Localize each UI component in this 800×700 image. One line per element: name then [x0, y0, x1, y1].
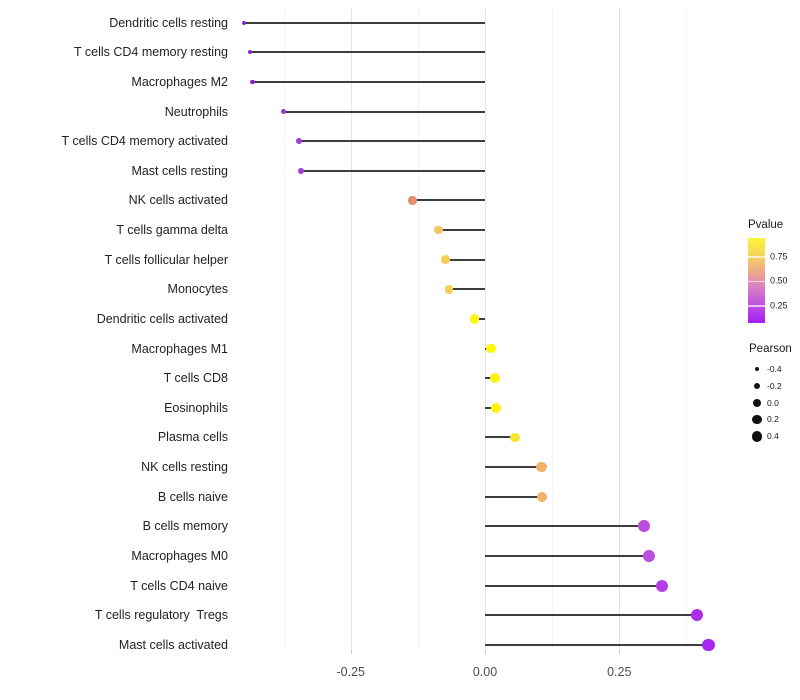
- data-point: [298, 167, 305, 174]
- y-axis-label: Dendritic cells activated: [96, 311, 228, 326]
- colorbar-tick: [748, 280, 765, 283]
- data-point: [491, 403, 502, 413]
- lollipop-stem: [299, 140, 485, 143]
- major-gridline: [350, 8, 352, 650]
- pearson-legend-dot: [752, 398, 762, 407]
- pvalue-tick-label: 0.75: [770, 251, 788, 262]
- minor-gridline: [283, 8, 285, 650]
- y-axis-label: B cells memory: [142, 519, 228, 534]
- pearson-legend-dot: [752, 414, 762, 425]
- pearson-legend-label: 0.2: [767, 414, 779, 425]
- y-axis-label: Mast cells resting: [131, 163, 228, 178]
- data-point: [408, 196, 417, 205]
- y-axis-label: Dendritic cells resting: [109, 15, 228, 30]
- y-axis-label: Monocytes: [167, 282, 228, 297]
- lollipop-stem: [485, 406, 497, 409]
- pvalue-legend-title: Pvalue: [748, 219, 784, 231]
- pvalue-colorbar: [748, 238, 765, 323]
- data-point: [250, 79, 255, 85]
- lollipop-stem: [485, 614, 698, 617]
- pearson-legend-dot: [753, 382, 761, 390]
- y-axis-label: T cells follicular helper: [104, 252, 228, 267]
- pvalue-tick-label: 0.50: [770, 275, 788, 286]
- lollipop-stem: [449, 288, 485, 291]
- lollipop-stem: [438, 229, 485, 232]
- y-axis-label: Macrophages M2: [131, 74, 228, 89]
- data-point: [510, 432, 521, 443]
- pearson-legend-label: 0.0: [767, 397, 779, 408]
- lollipop-stem: [485, 495, 542, 498]
- minor-gridline: [552, 8, 554, 650]
- y-axis-label: T cells CD4 naive: [130, 578, 228, 593]
- lollipop-stem: [485, 377, 496, 380]
- lollipop-stem: [252, 80, 485, 83]
- major-gridline: [619, 8, 621, 650]
- lollipop-stem: [244, 21, 485, 24]
- pearson-legend-dot: [754, 367, 760, 372]
- lollipop-stem: [250, 51, 485, 54]
- y-axis-label: Macrophages M0: [131, 548, 228, 563]
- lollipop-stem: [474, 317, 485, 320]
- y-axis-label: Neutrophils: [164, 104, 228, 119]
- data-point: [702, 638, 715, 652]
- y-axis-label: Eosinophils: [164, 400, 228, 415]
- pearson-legend-label: 0.4: [767, 430, 779, 441]
- data-point: [280, 108, 287, 115]
- y-axis-label: T cells CD8: [163, 370, 228, 385]
- minor-gridline: [417, 8, 419, 650]
- y-axis-label: T cells CD4 memory activated: [61, 133, 229, 148]
- lollipop-stem: [445, 258, 485, 261]
- data-point: [486, 343, 496, 354]
- lollipop-stem: [283, 110, 485, 113]
- data-point: [655, 579, 668, 592]
- data-point: [536, 461, 547, 473]
- x-axis-tick-label: -0.25: [336, 665, 366, 679]
- lollipop-stem: [485, 584, 662, 587]
- major-gridline: [485, 8, 486, 650]
- data-point: [242, 20, 247, 25]
- data-point: [469, 314, 479, 324]
- y-axis-label: NK cells activated: [128, 193, 228, 208]
- x-axis-tick-label: 0.25: [607, 665, 632, 679]
- lollipop-stem: [485, 525, 644, 528]
- data-point: [690, 609, 704, 622]
- data-point: [433, 225, 443, 235]
- y-axis-label: NK cells resting: [141, 459, 228, 474]
- y-axis-label: Macrophages M1: [131, 341, 228, 356]
- data-point: [296, 138, 303, 145]
- lollipop-stem: [301, 169, 485, 172]
- lollipop-stem: [485, 555, 650, 557]
- y-axis-label: T cells regulatory Tregs: [94, 608, 228, 622]
- x-axis-tick-mark: [485, 650, 486, 654]
- data-point: [536, 491, 548, 502]
- y-axis-label: T cells gamma delta: [116, 222, 228, 237]
- lollipop-stem: [412, 199, 485, 202]
- pearson-legend-label: -0.2: [767, 380, 782, 391]
- data-point: [638, 520, 650, 533]
- x-axis-tick-mark: [619, 650, 621, 654]
- pearson-legend-title: Pearson: [749, 343, 792, 355]
- data-point: [643, 550, 656, 562]
- lollipop-stem: [485, 436, 516, 439]
- minor-gridline: [686, 8, 688, 650]
- data-point: [248, 50, 253, 55]
- lollipop-stem: [485, 643, 709, 646]
- colorbar-tick: [748, 256, 765, 258]
- data-point: [444, 284, 454, 294]
- pvalue-tick-label: 0.25: [770, 300, 788, 311]
- y-axis-label: T cells CD4 memory resting: [74, 45, 228, 60]
- data-point: [440, 255, 450, 265]
- y-axis-label: Plasma cells: [157, 430, 228, 445]
- lollipop-stem: [485, 466, 542, 469]
- y-axis-label: Mast cells activated: [118, 637, 228, 652]
- pearson-legend-label: -0.4: [767, 364, 782, 375]
- y-axis-label: B cells naive: [157, 489, 228, 504]
- x-axis-tick-label: 0.00: [472, 665, 498, 679]
- x-axis-tick-mark: [350, 650, 352, 654]
- colorbar-tick: [748, 305, 765, 307]
- pearson-legend-dot: [751, 430, 763, 442]
- data-point: [490, 373, 501, 384]
